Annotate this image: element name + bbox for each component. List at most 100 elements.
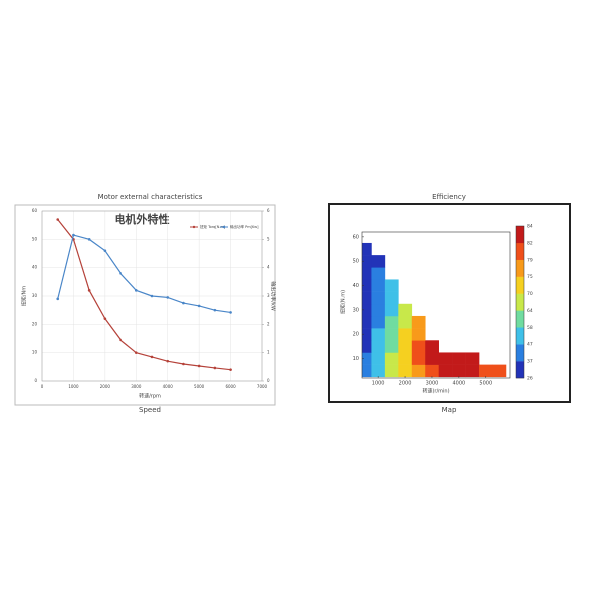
- heat-cell: [411, 340, 426, 353]
- data-point: [103, 317, 107, 320]
- data-point: [72, 233, 75, 237]
- data-point: [229, 368, 232, 371]
- x-tick-label: 1000: [68, 384, 79, 389]
- data-point: [103, 249, 107, 252]
- x-tick-label: 3000: [131, 384, 142, 389]
- x-axis-label: 转速/rpm: [139, 393, 161, 400]
- y2-tick-label: 4: [267, 265, 270, 270]
- y-tick-label: 30: [32, 293, 38, 298]
- colorbar-label: 82: [527, 240, 533, 246]
- data-point: [229, 311, 232, 314]
- colorbar-band: [516, 242, 524, 260]
- y2-tick-label: 6: [267, 208, 270, 213]
- plot-area: [41, 210, 263, 382]
- data-point: [213, 366, 217, 370]
- y-tick-label: 60: [32, 208, 38, 213]
- x-tick-label: 0: [41, 384, 44, 389]
- heat-cell: [398, 315, 413, 329]
- y2-tick-label: 5: [267, 236, 270, 241]
- data-point: [56, 218, 60, 221]
- heat-cell: [411, 315, 426, 329]
- heat-cell: [371, 340, 386, 353]
- chart-title: Motor external characteristics: [98, 193, 203, 201]
- data-point: [197, 304, 201, 308]
- heat-cell: [371, 291, 386, 305]
- data-point: [119, 338, 122, 342]
- y-axis-label: 扭矩(N.m): [340, 290, 347, 314]
- series-line: [57, 219, 231, 371]
- heat-cell: [362, 279, 372, 292]
- heat-cell: [438, 364, 453, 378]
- legend-marker: [222, 225, 226, 229]
- y-tick-label: 20: [32, 321, 38, 326]
- y-tick-label: 50: [32, 236, 38, 241]
- y-tick-label: 50: [353, 259, 359, 265]
- heat-cell: [384, 279, 399, 292]
- heat-cell: [384, 340, 399, 353]
- y2-tick-label: 1: [267, 350, 270, 355]
- heat-cell: [362, 364, 372, 378]
- heat-cell: [384, 328, 399, 341]
- heat-cell: [398, 303, 413, 317]
- heat-cell: [411, 364, 426, 378]
- heat-cell: [371, 267, 386, 280]
- heat-cell: [371, 328, 386, 341]
- heat-cell: [384, 352, 399, 365]
- heat-cell: [371, 303, 386, 317]
- y2-tick-label: 2: [267, 321, 270, 326]
- data-point: [134, 351, 138, 354]
- data-point: [150, 294, 154, 298]
- heat-cell: [362, 315, 372, 329]
- caption: Map: [442, 406, 457, 414]
- heat-cell: [425, 364, 439, 378]
- colorbar-band: [516, 344, 524, 362]
- x-tick-label: 5000: [479, 381, 492, 387]
- heat-cell: [371, 364, 386, 378]
- heat-cell: [362, 267, 372, 280]
- heat-cell: [398, 340, 413, 353]
- heat-cell: [362, 242, 372, 256]
- heat-cell: [362, 291, 372, 305]
- x-tick-label: 3000: [426, 381, 439, 387]
- y-tick-label: 20: [353, 332, 359, 338]
- colorbar-label: 84: [527, 224, 533, 230]
- heat-cell: [371, 352, 386, 365]
- x-tick-label: 4000: [163, 384, 174, 389]
- colorbar-label: 70: [527, 291, 533, 297]
- heat-cell: [362, 352, 372, 365]
- colorbar-band: [516, 361, 524, 379]
- colorbar-label: 26: [527, 376, 533, 382]
- left-frame: [14, 204, 276, 406]
- heat-cell: [362, 255, 372, 268]
- plot-area: [361, 231, 511, 379]
- y-tick-label: 10: [353, 356, 359, 362]
- colorbar-band: [516, 226, 524, 244]
- heat-cell: [371, 255, 386, 268]
- y-tick-label: 40: [353, 283, 359, 289]
- data-point: [119, 272, 122, 275]
- colorbar-label: 37: [527, 359, 533, 365]
- heat-cell: [384, 364, 399, 378]
- heat-cell: [425, 340, 439, 353]
- caption: Speed: [139, 406, 161, 414]
- y-tick-label: 10: [32, 350, 38, 355]
- heat-cell: [425, 352, 439, 365]
- colorbar-label: 64: [527, 308, 533, 314]
- heat-cell: [465, 352, 480, 365]
- heat-cell: [479, 364, 493, 378]
- chart-title: Efficiency: [432, 193, 466, 201]
- colorbar-label: 47: [527, 342, 533, 348]
- data-point: [182, 301, 185, 305]
- heat-cell: [398, 352, 413, 365]
- x-tick-label: 4000: [453, 381, 466, 387]
- heat-cell: [384, 291, 399, 305]
- x-tick-label: 2000: [399, 381, 412, 387]
- colorbar-band: [516, 327, 524, 345]
- data-point: [87, 289, 91, 292]
- legend-label: 输出功率 Pm[Kw]: [230, 224, 259, 229]
- data-point: [87, 238, 91, 241]
- inner-title: 电机外特性: [115, 212, 170, 226]
- legend-marker: [192, 225, 196, 229]
- y2-tick-label: 0: [267, 378, 270, 383]
- heatmap: [362, 242, 507, 378]
